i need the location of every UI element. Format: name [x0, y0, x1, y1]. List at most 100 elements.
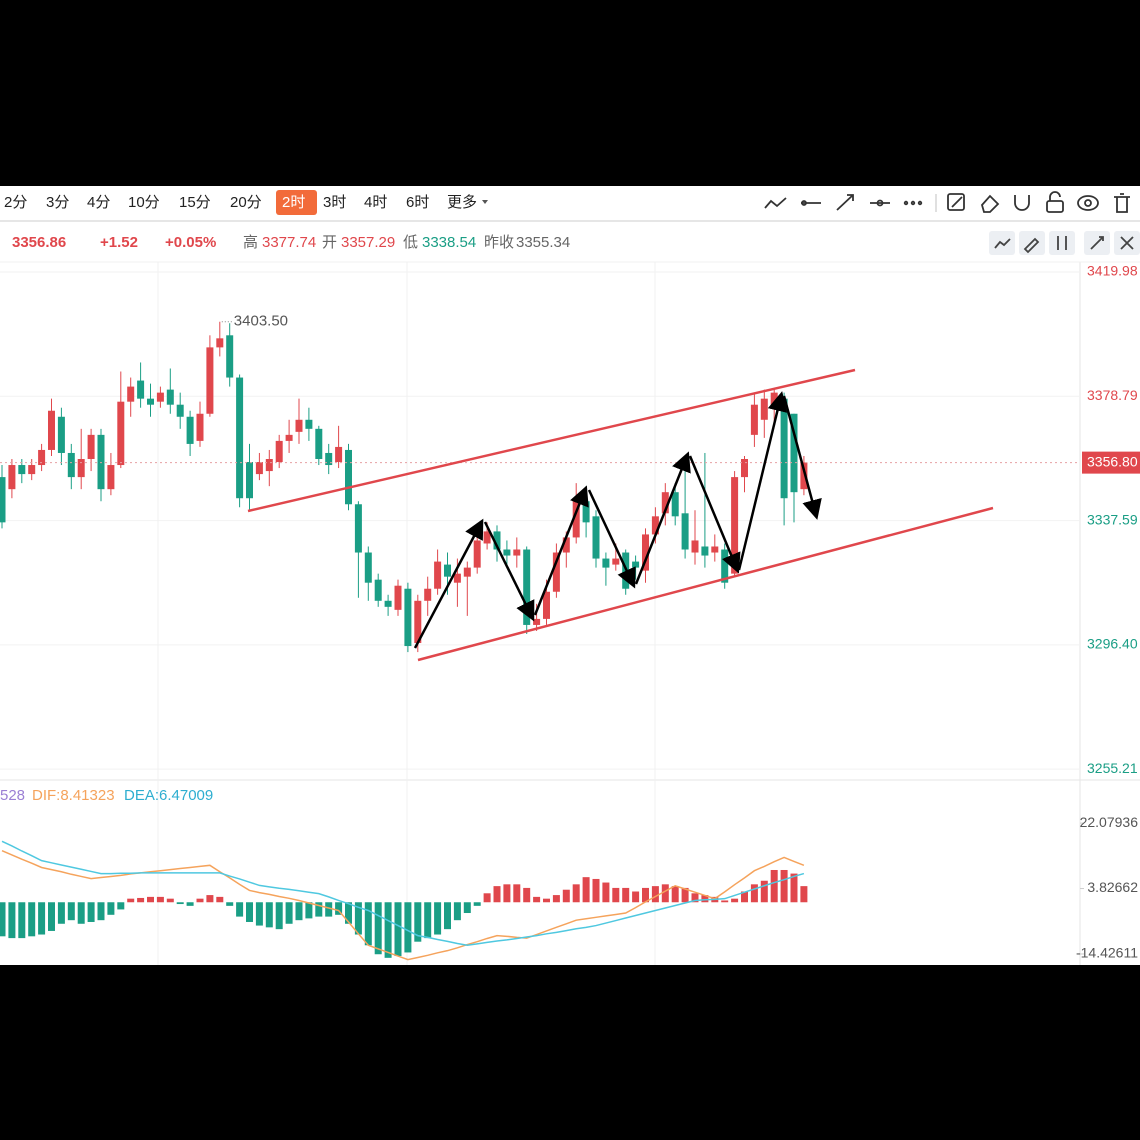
macd-bar: [632, 891, 640, 903]
macd-bar: [543, 898, 550, 903]
more-caret[interactable]: [482, 200, 488, 204]
period-tab[interactable]: 3时: [323, 194, 346, 211]
candle-body: [503, 549, 511, 556]
candle-body: [8, 465, 16, 490]
macd-bar: [493, 886, 501, 903]
macd-bar: [424, 902, 432, 939]
candle-body: [18, 465, 26, 475]
macd-bar: [483, 893, 491, 903]
period-tab[interactable]: 3分: [46, 194, 69, 211]
info-low: 3338.54: [422, 234, 476, 251]
candle-body: [67, 452, 75, 478]
info-high-label: 高: [243, 234, 258, 251]
candle-body: [305, 419, 313, 429]
candle-body: [97, 434, 105, 490]
candle-body: [681, 513, 689, 550]
period-tab[interactable]: 20分: [230, 194, 262, 211]
period-tab[interactable]: 2分: [4, 194, 27, 211]
candle-body: [0, 477, 6, 523]
candle-body: [780, 398, 788, 499]
macd-bar: [671, 886, 679, 903]
candle-body: [137, 380, 145, 399]
macd-pane: 22.07936 3.82662 -14.42611 528 DIF:8.41323 DE…: [0, 787, 1138, 961]
candle-body: [265, 459, 273, 472]
info-open-label: 开: [322, 234, 337, 251]
macd-bar: [681, 887, 689, 903]
y-tick-label: 22.07936: [1080, 814, 1139, 830]
macd-bar: [186, 902, 194, 906]
candle-body: [731, 477, 739, 574]
macd-bar: [87, 902, 95, 922]
candle-body: [434, 561, 442, 589]
macd-bar: [721, 900, 729, 903]
macd-bar: [562, 889, 570, 903]
candle-body: [384, 600, 392, 607]
macd-bar: [364, 902, 372, 946]
macd-bar: [513, 884, 521, 903]
macd-bar: [750, 884, 758, 903]
macd-bar: [57, 902, 65, 924]
candle-body: [325, 452, 333, 466]
info-prev-label: 昨收: [484, 234, 514, 251]
macd-label: 528: [0, 787, 25, 804]
candle-body: [523, 549, 531, 625]
header: 2分 3分 4分 10分 15分 20分 2时 3时 4时 6时 更多 3356.86 +1.52 +0.…: [4, 190, 570, 251]
macd-bar: [394, 902, 402, 957]
macd-bar: [48, 902, 55, 931]
period-tab[interactable]: 4时: [364, 194, 387, 211]
candle-body: [602, 558, 610, 568]
candle-body: [552, 552, 560, 592]
macd-bar: [434, 902, 442, 935]
macd-bar: [97, 902, 105, 921]
candle-body: [493, 531, 501, 550]
candle-body: [691, 540, 699, 553]
y-tick-label: 3255.21: [1087, 760, 1138, 776]
candle-body: [107, 465, 115, 490]
macd-bar: [780, 869, 788, 903]
candle-body: [394, 585, 402, 610]
macd-bar: [691, 893, 699, 903]
info-change-pct: +0.05%: [165, 234, 216, 251]
candle-body: [236, 377, 244, 499]
macd-line: [1, 840, 805, 947]
macd-bar: [384, 902, 392, 958]
candle-body: [671, 492, 679, 517]
macd-bar: [147, 896, 154, 903]
more-button[interactable]: 更多: [447, 194, 477, 211]
candle-body: [533, 618, 541, 625]
candle-body: [453, 573, 461, 583]
macd-bar: [38, 902, 46, 935]
period-tab[interactable]: 4分: [87, 194, 110, 211]
period-tab[interactable]: 6时: [406, 194, 429, 211]
candle-body: [592, 516, 600, 559]
candle-body: [176, 404, 184, 417]
macd-bar: [285, 902, 293, 924]
macd-bar: [216, 896, 224, 903]
candle-body: [513, 549, 521, 556]
period-tab[interactable]: 2时: [282, 194, 305, 211]
candle-body: [255, 462, 263, 475]
macd-bar: [226, 902, 234, 906]
info-low-label: 低: [403, 234, 418, 251]
chart-buttons[interactable]: [989, 231, 1140, 255]
candle-body: [750, 404, 758, 435]
macd-bar: [731, 898, 739, 903]
macd-bar: [523, 887, 531, 903]
macd-bar: [790, 873, 798, 903]
macd-bar: [354, 902, 362, 935]
macd-bar: [642, 887, 649, 903]
period-tab[interactable]: 10分: [128, 194, 160, 211]
y-tick-label: -14.42611: [1076, 945, 1138, 961]
macd-bar: [196, 898, 204, 903]
tool-icons[interactable]: [764, 191, 1130, 213]
candle-body: [374, 579, 382, 601]
macd-bar: [166, 898, 174, 903]
candle-body: [473, 540, 481, 568]
macd-bar: [67, 902, 75, 921]
candle-body: [741, 459, 748, 478]
macd-bar: [18, 902, 26, 939]
macd-bar: [117, 902, 125, 910]
macd-bar: [552, 895, 560, 903]
period-tab[interactable]: 15分: [179, 194, 211, 211]
